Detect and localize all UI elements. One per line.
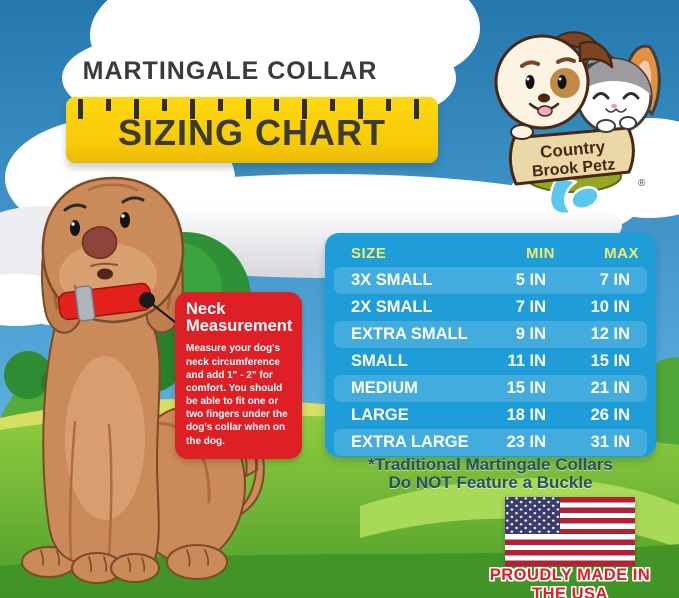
dog-paw [166,544,228,580]
ruler-title: SIZING CHART [118,112,386,153]
dog-illustration [21,176,265,584]
logo-banner: Country Brook Petz [509,126,635,186]
table-row: LARGE 18 IN 26 IN [334,402,647,429]
size-table-header-row: SIZE MIN MAX [325,239,656,267]
size-cell: LARGE [351,406,409,424]
max-cell: 31 IN [590,433,630,451]
size-cell: EXTRA LARGE [351,433,469,451]
note-title: Neck Measurement [186,300,293,336]
column-header-min: MIN [526,244,555,262]
banner-heading: MARTINGALE COLLAR [82,57,378,85]
min-cell: 5 IN [515,271,546,289]
min-cell: 15 IN [506,379,546,397]
logo-water-splash-icon [548,174,600,216]
table-row: SMALL 11 IN 15 IN [334,348,647,375]
footnote-line1: *Traditional Martingale Collars [368,455,613,474]
collar-buckle [74,285,96,322]
max-cell: 15 IN [590,352,630,370]
flag-canton-stars [505,497,560,535]
size-cell: 2X SMALL [351,298,433,316]
neck-measurement-note: Neck Measurement Measure your dog's neck… [175,292,302,459]
table-row: MEDIUM 15 IN 21 IN [334,375,647,402]
dog-eyebrow [63,203,87,212]
size-cell: EXTRA SMALL [351,325,468,343]
us-flag-icon [505,497,635,566]
table-row: EXTRA SMALL 9 IN 12 IN [334,321,647,348]
table-row: 3X SMALL 5 IN 7 IN [334,267,647,294]
registered-trademark: ® [638,178,646,189]
max-cell: 7 IN [599,271,630,289]
footnote-line2: Do NOT Feature a Buckle [388,473,593,493]
logo-paws [510,116,637,140]
min-cell: 18 IN [506,406,546,424]
size-cell: MEDIUM [351,379,418,397]
ruler-ticks-short [106,99,438,111]
table-row: 2X SMALL 7 IN 10 IN [334,294,647,321]
min-cell: 23 IN [506,433,546,451]
min-cell: 9 IN [515,325,546,343]
table-row: EXTRA LARGE 23 IN 31 IN [334,429,647,456]
dog-eyes [70,212,130,236]
column-header-size: SIZE [351,244,387,262]
size-table: SIZE MIN MAX 3X SMALL 5 IN 7 IN 2X SMALL… [325,233,656,457]
max-cell: 12 IN [590,325,630,343]
dog-mouth [97,268,113,280]
size-cell: 3X SMALL [351,271,433,289]
column-header-max: MAX [604,244,639,262]
max-cell: 10 IN [590,298,630,316]
brand-logo: Country Brook Petz ® [494,31,661,216]
min-cell: 11 IN [507,352,546,370]
min-cell: 7 IN [515,298,546,316]
dog-nose [81,226,118,259]
collar-ring [139,292,155,308]
dog-collar [57,282,152,322]
logo-dog-icon [494,31,614,130]
ruler-banner: SIZING CHART [66,97,438,163]
max-cell: 21 IN [590,379,630,397]
size-cell: SMALL [351,352,408,370]
martingale-footnote: *Traditional Martingale Collars Do NOT F… [320,455,661,493]
dog-eyebrow [121,196,145,204]
dog-paw [110,553,160,583]
note-body: Measure your dog's neck circumference an… [186,343,288,447]
max-cell: 26 IN [590,406,630,424]
made-in-usa-label: PROUDLY MADE IN THE USA [489,566,651,598]
